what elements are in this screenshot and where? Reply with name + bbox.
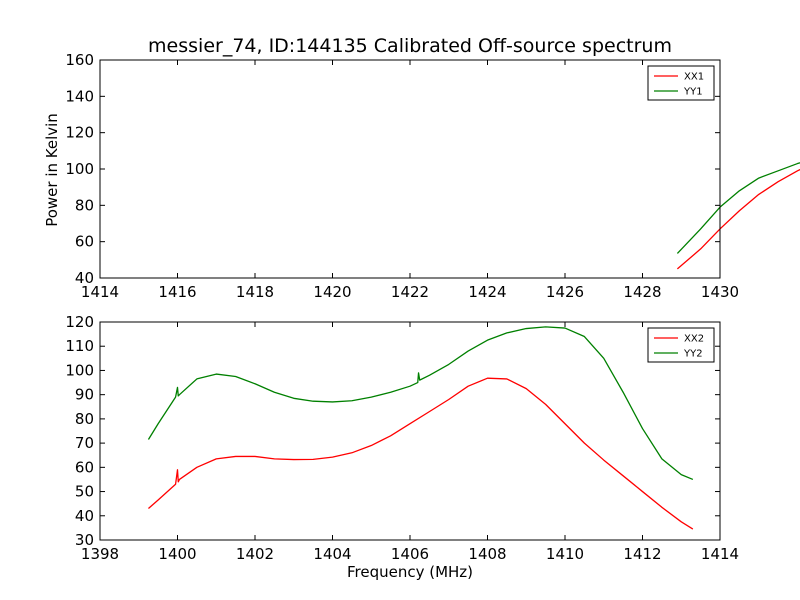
top-panel-lines [676,162,800,270]
bottom-y-tick-label: 50 [75,483,94,501]
bottom-series-line-xx2 [148,377,694,530]
top-x-tick-label: 1428 [623,283,661,301]
top-x-tick-label: 1426 [546,283,584,301]
top-series-line-xx1 [676,168,800,270]
bottom-x-tick-label: 1402 [236,545,274,563]
top-legend-label-yy1: YY1 [683,87,703,98]
top-panel-y-axis-label: Power in Kelvin [43,113,61,227]
bottom-x-tick-label: 1408 [468,545,506,563]
bottom-y-tick-label: 100 [65,361,94,379]
bottom-panel-ticks: 1398 1400 1402 1404 1406 1408 1410 1412 1414 30 40… [65,313,739,563]
top-x-tick-label: 1418 [236,283,274,301]
top-x-tick-label: 1414 [81,283,119,301]
bottom-legend-label-xx2: XX2 [684,334,704,345]
bottom-panel-frame [99,321,721,541]
top-y-tick-label: 160 [65,51,94,69]
bottom-panel-lines [147,326,694,530]
bottom-y-tick-label: 30 [75,531,94,549]
bottom-x-tick-label: 1398 [81,545,119,563]
top-y-tick-label: 120 [65,124,94,142]
top-y-tick-label: 140 [65,87,94,105]
top-panel-frame [99,59,721,279]
top-y-tick-label: 40 [75,269,94,287]
bottom-y-tick-label: 40 [75,507,94,525]
top-panel: messier_74, ID:144135 Calibrated Off-sou… [43,35,800,301]
top-x-tick-label: 1424 [468,283,506,301]
top-series-line-yy1 [676,162,800,254]
bottom-legend-box [647,327,715,363]
top-legend-box [647,65,715,101]
bottom-panel: Frequency (MHz) 1398 1400 1402 1404 1406 1408… [65,313,739,581]
top-panel-ticks: 1414 1416 1418 1420 1422 1424 1426 1428 1430 40 60… [65,51,739,301]
bottom-y-tick-label: 60 [75,458,94,476]
top-x-tick-label: 1420 [313,283,351,301]
bottom-y-tick-label: 90 [75,386,94,404]
top-legend-label-xx1: XX1 [684,72,704,83]
top-panel-title: messier_74, ID:144135 Calibrated Off-sou… [148,35,672,57]
bottom-y-tick-label: 70 [75,434,94,452]
bottom-x-tick-label: 1410 [546,545,584,563]
bottom-y-tick-label: 120 [65,313,94,331]
top-y-tick-label: 80 [75,196,94,214]
top-y-tick-label: 100 [65,160,94,178]
bottom-x-tick-label: 1412 [623,545,661,563]
top-y-tick-label: 60 [75,233,94,251]
top-x-tick-label: 1430 [701,283,739,301]
bottom-series-line-yy2 [147,326,694,481]
bottom-panel-x-axis-label: Frequency (MHz) [347,563,473,581]
bottom-y-tick-label: 110 [65,337,94,355]
bottom-x-tick-label: 1406 [391,545,429,563]
bottom-x-tick-label: 1400 [158,545,196,563]
bottom-x-tick-label: 1414 [701,545,739,563]
top-x-tick-label: 1422 [391,283,429,301]
bottom-y-tick-label: 80 [75,410,94,428]
top-x-tick-label: 1416 [158,283,196,301]
bottom-legend-label-yy2: YY2 [683,349,703,360]
bottom-x-tick-label: 1404 [313,545,351,563]
